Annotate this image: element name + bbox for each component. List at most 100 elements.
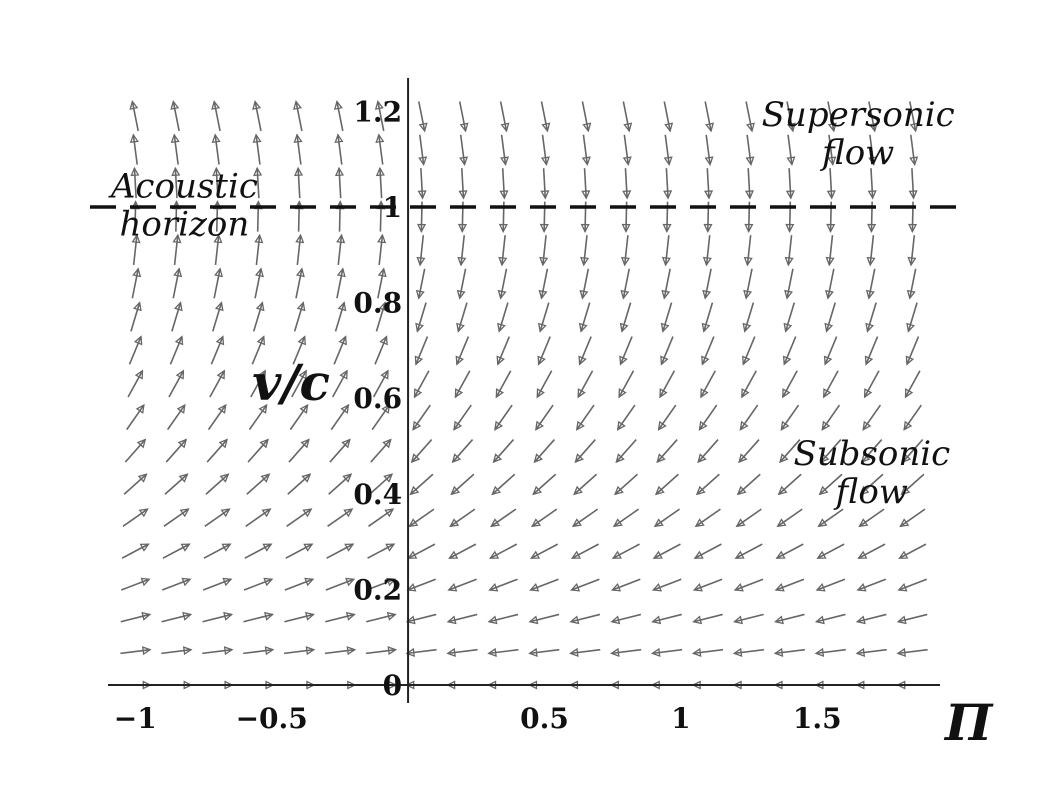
field-arrow bbox=[490, 508, 517, 528]
y-tick-label: 1 bbox=[383, 191, 402, 224]
field-arrow bbox=[166, 403, 186, 431]
field-arrow bbox=[581, 134, 591, 167]
field-arrow bbox=[611, 543, 640, 559]
field-arrow bbox=[661, 268, 671, 300]
field-arrow bbox=[610, 578, 641, 592]
field-arrow bbox=[284, 577, 315, 591]
field-arrow bbox=[164, 473, 189, 495]
field-arrow bbox=[908, 168, 918, 200]
field-arrow bbox=[293, 166, 304, 199]
x-axis-label: Π bbox=[943, 693, 994, 752]
field-arrow bbox=[867, 168, 877, 200]
field-arrow bbox=[418, 134, 428, 167]
field-arrow bbox=[375, 133, 385, 165]
field-arrow bbox=[451, 439, 474, 464]
field-arrow bbox=[898, 543, 927, 559]
field-arrow bbox=[569, 613, 601, 625]
field-arrow bbox=[170, 100, 180, 132]
field-arrow bbox=[172, 233, 182, 266]
field-arrow bbox=[295, 267, 305, 299]
field-arrow bbox=[579, 268, 590, 300]
field-arrow bbox=[786, 101, 796, 133]
field-arrow bbox=[530, 508, 558, 528]
field-arrow bbox=[815, 578, 846, 592]
field-arrow bbox=[622, 134, 632, 167]
field-arrow bbox=[207, 403, 227, 431]
field-arrow bbox=[865, 302, 877, 333]
field-arrow bbox=[292, 335, 306, 365]
field-arrow bbox=[823, 336, 838, 366]
field-arrow bbox=[412, 404, 431, 431]
field-arrow bbox=[328, 473, 353, 495]
field-arrow bbox=[202, 611, 234, 623]
field-arrow bbox=[651, 578, 682, 592]
field-arrow bbox=[251, 335, 266, 365]
field-arrow bbox=[774, 578, 805, 592]
field-arrow bbox=[742, 336, 756, 366]
field-arrow bbox=[691, 647, 724, 657]
field-arrow bbox=[856, 578, 887, 592]
field-arrow bbox=[620, 268, 631, 300]
field-arrow bbox=[329, 438, 351, 463]
field-arrow bbox=[773, 647, 805, 657]
field-arrow bbox=[455, 336, 470, 366]
field-arrow bbox=[868, 134, 878, 167]
field-arrow bbox=[121, 543, 150, 559]
y-tick-label: 1.2 bbox=[353, 95, 402, 128]
field-arrow bbox=[374, 335, 388, 365]
field-arrow bbox=[409, 473, 434, 496]
field-arrow bbox=[701, 336, 715, 366]
field-arrow bbox=[864, 336, 879, 366]
field-arrow bbox=[897, 578, 928, 592]
field-arrow bbox=[330, 403, 350, 431]
field-arrow bbox=[336, 267, 346, 299]
field-arrow bbox=[375, 166, 385, 199]
field-arrow bbox=[862, 404, 882, 431]
field-arrow bbox=[334, 166, 345, 199]
field-arrow bbox=[529, 578, 559, 592]
field-arrow bbox=[577, 370, 594, 399]
field-arrow bbox=[377, 233, 387, 266]
field-arrow bbox=[745, 101, 755, 133]
axes bbox=[108, 78, 940, 703]
field-arrow bbox=[295, 233, 305, 266]
field-arrow bbox=[497, 268, 508, 300]
field-arrow bbox=[865, 268, 876, 300]
field-arrow bbox=[620, 235, 631, 267]
field-arrow bbox=[702, 268, 712, 300]
field-arrow bbox=[169, 335, 184, 365]
field-arrow bbox=[491, 473, 516, 496]
field-arrow bbox=[210, 335, 225, 365]
field-arrow bbox=[863, 370, 880, 399]
field-arrow bbox=[453, 404, 472, 431]
field-arrow bbox=[734, 543, 763, 559]
field-arrow bbox=[456, 268, 467, 300]
field-arrow bbox=[779, 439, 801, 464]
field-arrow bbox=[367, 543, 396, 559]
field-arrow bbox=[446, 647, 478, 657]
field-arrow bbox=[161, 577, 192, 591]
field-arrow bbox=[704, 101, 715, 133]
field-arrow bbox=[457, 235, 467, 267]
field-arrow bbox=[213, 233, 223, 266]
field-arrow bbox=[130, 301, 142, 332]
field-arrow bbox=[333, 335, 347, 365]
field-arrow bbox=[289, 403, 309, 431]
field-arrow bbox=[615, 439, 637, 464]
field-arrow bbox=[732, 647, 765, 657]
field-arrow bbox=[821, 404, 841, 431]
annotation-text: Subsonic flow bbox=[793, 434, 950, 512]
field-arrow bbox=[244, 543, 273, 559]
field-arrow bbox=[654, 473, 679, 496]
field-arrow bbox=[697, 439, 719, 464]
field-arrow bbox=[245, 508, 272, 527]
field-arrow bbox=[906, 302, 918, 333]
field-arrow bbox=[288, 438, 310, 463]
field-arrow bbox=[450, 473, 475, 496]
field-arrow bbox=[415, 268, 426, 300]
field-arrow bbox=[571, 508, 599, 528]
field-arrow bbox=[538, 268, 549, 300]
field-arrow bbox=[331, 369, 348, 398]
field-arrow bbox=[858, 508, 885, 528]
